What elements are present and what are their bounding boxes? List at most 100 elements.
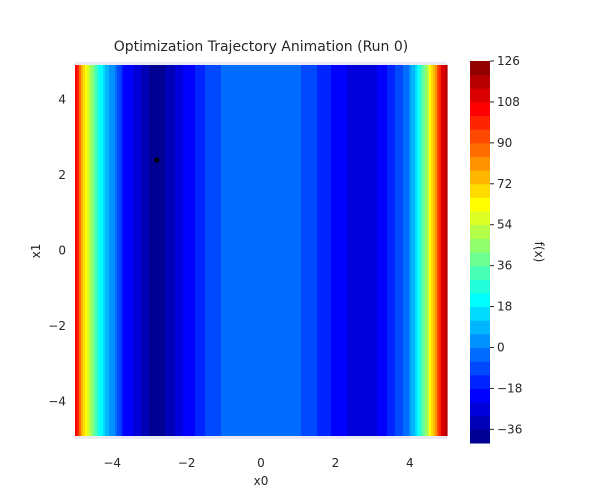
contour-band xyxy=(221,65,224,436)
colorbar-step xyxy=(470,347,490,362)
contour-band xyxy=(121,65,124,436)
colorbar-step xyxy=(470,170,490,185)
contour-band xyxy=(407,65,410,436)
contour-band xyxy=(399,65,402,436)
contour-band xyxy=(75,65,78,436)
contour-band xyxy=(131,65,134,436)
colorbar-steps xyxy=(470,61,490,444)
contour-band xyxy=(409,65,412,436)
contour-band xyxy=(165,65,168,436)
y-axis-ticks: −4 −2 0 2 4 xyxy=(48,93,66,409)
contour-band xyxy=(129,65,132,436)
contour-band xyxy=(237,65,240,436)
contour-band xyxy=(413,65,416,436)
contour-band xyxy=(179,65,182,436)
contour-band xyxy=(367,65,370,436)
contour-band xyxy=(403,65,406,436)
contour-band xyxy=(353,65,356,436)
contour-band xyxy=(275,65,278,436)
contour-band xyxy=(233,65,236,436)
contour-band xyxy=(161,65,164,436)
contour-band xyxy=(87,65,90,436)
y-tick-label: 0 xyxy=(58,244,66,258)
contour-band xyxy=(375,65,378,436)
contour-band xyxy=(89,65,92,436)
contour-band xyxy=(253,65,256,436)
contour-band xyxy=(311,65,314,436)
colorbar-step xyxy=(470,115,490,130)
colorbar-step xyxy=(470,61,490,76)
contour-band xyxy=(125,65,128,436)
contour-band xyxy=(391,65,394,436)
colorbar-step xyxy=(470,306,490,321)
contour-band xyxy=(217,65,220,436)
contour-band xyxy=(149,65,152,436)
trajectory xyxy=(154,157,160,163)
colorbar-tick-label: 90 xyxy=(497,136,512,150)
y-tick-label: −2 xyxy=(48,319,66,333)
colorbar-step xyxy=(470,101,490,117)
contour-band xyxy=(145,65,148,436)
colorbar-step xyxy=(470,429,490,444)
contour-band xyxy=(431,65,434,436)
contour-band xyxy=(257,65,260,436)
contour-band xyxy=(363,65,366,436)
contour-band xyxy=(435,65,438,436)
contour-band xyxy=(101,65,104,436)
contour-band xyxy=(199,65,202,436)
contour-band xyxy=(181,65,184,436)
contour-band xyxy=(93,65,96,436)
chart-title: Optimization Trajectory Animation (Run 0… xyxy=(114,39,409,55)
contour-band xyxy=(81,65,84,436)
contour-band xyxy=(263,65,266,436)
contour-band xyxy=(273,65,276,436)
contour-band xyxy=(443,65,446,436)
contour-band xyxy=(169,65,172,436)
contour-band xyxy=(373,65,376,436)
y-tick-label: −4 xyxy=(48,394,66,408)
contour-band xyxy=(417,65,420,436)
contour-band xyxy=(109,65,112,436)
colorbar-step xyxy=(470,129,490,144)
contour-band xyxy=(191,65,194,436)
contour-band xyxy=(197,65,200,436)
contour-band xyxy=(123,65,126,436)
contour-band xyxy=(205,65,208,436)
colorbar-step xyxy=(470,88,490,103)
colorbar-tick-label: −36 xyxy=(497,422,522,436)
contour-band xyxy=(223,65,226,436)
contour-band xyxy=(297,65,300,436)
contour-band xyxy=(173,65,176,436)
colorbar-step xyxy=(470,361,490,376)
contour-band xyxy=(235,65,238,436)
contour-band xyxy=(291,65,294,436)
contour-band xyxy=(345,65,348,436)
contour-band xyxy=(299,65,302,436)
contour-band xyxy=(445,65,448,436)
contour-band xyxy=(251,65,254,436)
contour-band xyxy=(395,65,398,436)
colorbar-step xyxy=(470,415,490,430)
contour-band xyxy=(185,65,188,436)
contour-band xyxy=(107,65,110,436)
contour-band xyxy=(163,65,166,436)
contour-band xyxy=(385,65,388,436)
contour-band xyxy=(213,65,216,436)
contour-band xyxy=(245,65,248,436)
contour-band xyxy=(429,65,432,436)
contour-band xyxy=(317,65,320,436)
contour-band xyxy=(337,65,340,436)
contour-band xyxy=(151,65,154,436)
contour-band xyxy=(351,65,354,436)
contour-band xyxy=(231,65,234,436)
contour-band xyxy=(289,65,292,436)
colorbar-step xyxy=(470,333,490,348)
contour-band xyxy=(105,65,108,436)
contour-band xyxy=(305,65,308,436)
contour-band xyxy=(313,65,316,436)
contour-band xyxy=(381,65,384,436)
x-tick-label: 4 xyxy=(406,456,414,470)
contour-band xyxy=(401,65,404,436)
contour-band xyxy=(433,65,436,436)
